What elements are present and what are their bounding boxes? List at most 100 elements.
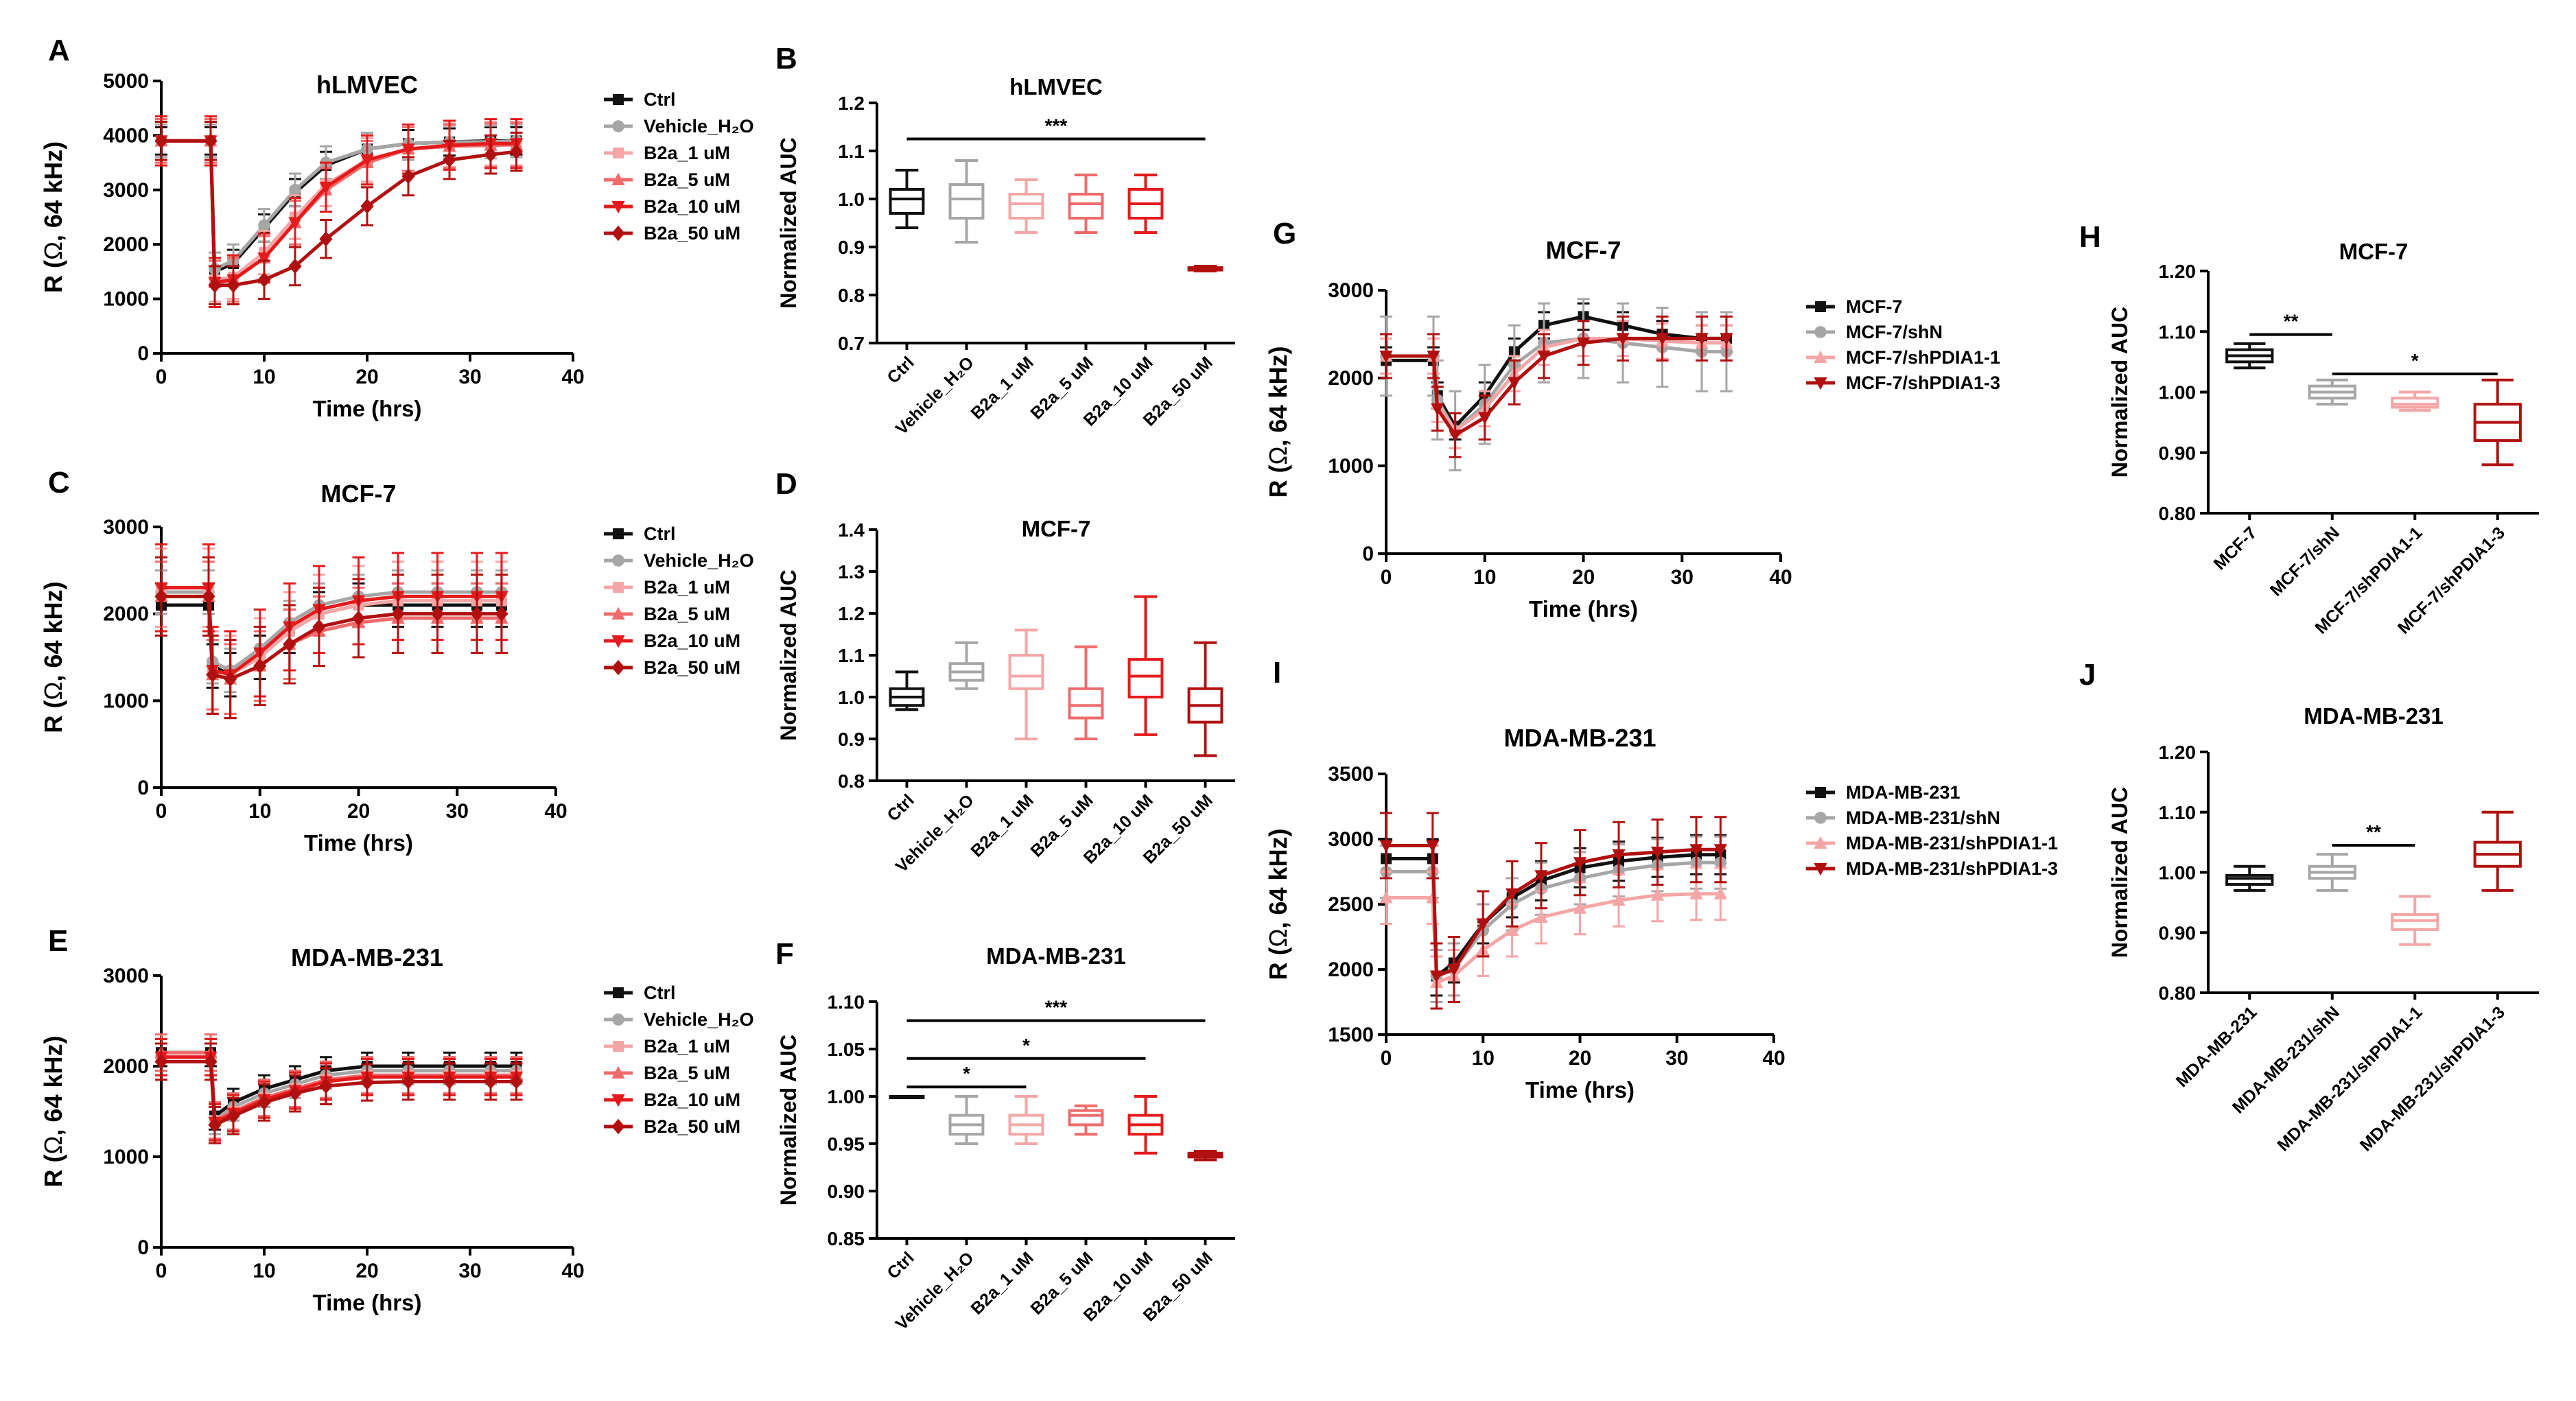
legend-label: Ctrl [644,982,676,1003]
data-point [1612,893,1626,906]
y-tick-label: 1.00 [2159,382,2197,403]
legend-label: B2a_5 uM [644,604,730,624]
box [2308,853,2356,892]
significance-label: ** [2366,821,2381,843]
legend-marker [613,94,624,105]
data-point [1429,970,1444,983]
data-point [288,258,302,274]
data-point [1576,337,1591,351]
legend-marker [611,659,625,676]
y-axis-label-part: Ω [1264,929,1292,947]
y-axis-label: Normalized AUC [2107,307,2132,478]
legend-marker [611,225,625,242]
y-tick-label: 2000 [1328,958,1374,981]
y-tick-label: 0.90 [2159,922,2197,943]
y-axis-label: Normalized AUC [776,1035,801,1206]
y-tick-label: 0.95 [828,1133,865,1155]
box [889,1095,925,1099]
x-tick-label: 20 [1572,566,1595,589]
x-tick-label: 0 [1381,1047,1392,1070]
box [1127,1095,1164,1155]
legend-label: B2a_50 uM [644,1116,740,1137]
y-tick-label: 0.90 [828,1181,865,1202]
data-point [509,144,524,160]
x-tick-label: MDA-MB-231/shPDIA1-3 [2356,1002,2509,1155]
legend-marker [1814,377,1827,390]
y-tick-label: 1.00 [828,1086,865,1107]
y-axis-label: Normalized AUC [776,137,801,309]
x-tick-label: 40 [561,366,584,388]
y-tick-label: 0.85 [828,1228,865,1249]
legend-marker [613,987,624,998]
panel-letter: A [48,34,70,67]
x-tick-label: Ctrl [883,1248,917,1282]
data-point [1478,412,1492,425]
y-tick-label: 3000 [1328,279,1374,302]
data-point [1573,857,1587,870]
chart-title: MDA-MB-231 [986,943,1126,969]
data-point [430,606,445,622]
box [889,169,925,229]
box [948,159,985,244]
legend-label: MCF-7 [1846,296,1903,317]
y-tick-label: 0.9 [838,237,865,258]
data-point [443,1074,456,1090]
chart-title: hLMVEC [1009,74,1103,99]
x-tick-label: 20 [1569,1047,1591,1070]
data-point [202,589,215,604]
legend-label: B2a_1 uM [644,577,730,598]
y-axis-label-part: , 64 kHz) [39,1036,67,1136]
y-tick-label: 1.10 [2159,321,2197,342]
y-tick-label: 1000 [103,1146,149,1168]
box [1068,174,1104,234]
panel-D: D MCF-7 0.8 0.9 1.0 1.1 1.2 1.3 1.4 Normalized AU… [775,467,1235,876]
data-point [208,277,222,293]
box [948,1095,985,1145]
data-series [154,556,508,720]
box [2225,342,2274,370]
x-axis-label: Time (hrs) [304,830,413,856]
significance-label: *** [1045,115,1068,137]
data-point [1449,429,1462,443]
x-tick-label: 10 [253,366,275,388]
chart-title: MCF-7 [1022,516,1091,541]
y-axis-label-part: R ( [39,1154,67,1187]
box-iqr [1127,658,1164,698]
data-point [257,272,271,288]
x-axis-label: Time (hrs) [313,1290,422,1315]
data-series [154,121,524,306]
chart-title: MDA-MB-231 [1503,724,1656,752]
x-tick-label: 0 [156,1260,167,1282]
legend-marker [1814,350,1827,363]
chart-title: hLMVEC [316,71,418,99]
data-point [1689,886,1703,899]
data-point [204,1054,218,1070]
x-tick-label: 30 [458,366,481,388]
legend-label: MDA-MB-231/shPDIA1-3 [1846,858,2058,879]
legend-label: Vehicle_H₂O [644,116,754,137]
x-tick-label: 30 [1671,566,1694,589]
panel-letter: J [2079,658,2096,692]
data-point [1534,870,1548,883]
box [2473,810,2522,892]
data-point [1573,901,1587,914]
box-iqr [2225,873,2274,886]
x-tick-label: 30 [458,1260,481,1282]
data-series [154,1042,524,1144]
x-tick-label: B2a_1 uM [967,790,1037,860]
data-point [1537,351,1551,364]
y-tick-label: 2000 [103,1055,149,1078]
box [1187,265,1223,272]
box [1068,645,1104,740]
y-tick-label: 1.20 [2159,261,2197,282]
series-line [1386,844,1721,979]
y-tick-label: 1000 [1328,455,1374,478]
legend-marker [1814,326,1827,338]
box [2391,895,2439,946]
data-point [484,1074,497,1090]
data-point [1713,844,1727,857]
legend-label: Ctrl [644,89,676,110]
x-axis-label: Time (hrs) [1529,596,1638,622]
x-tick-label: 20 [355,1260,378,1282]
